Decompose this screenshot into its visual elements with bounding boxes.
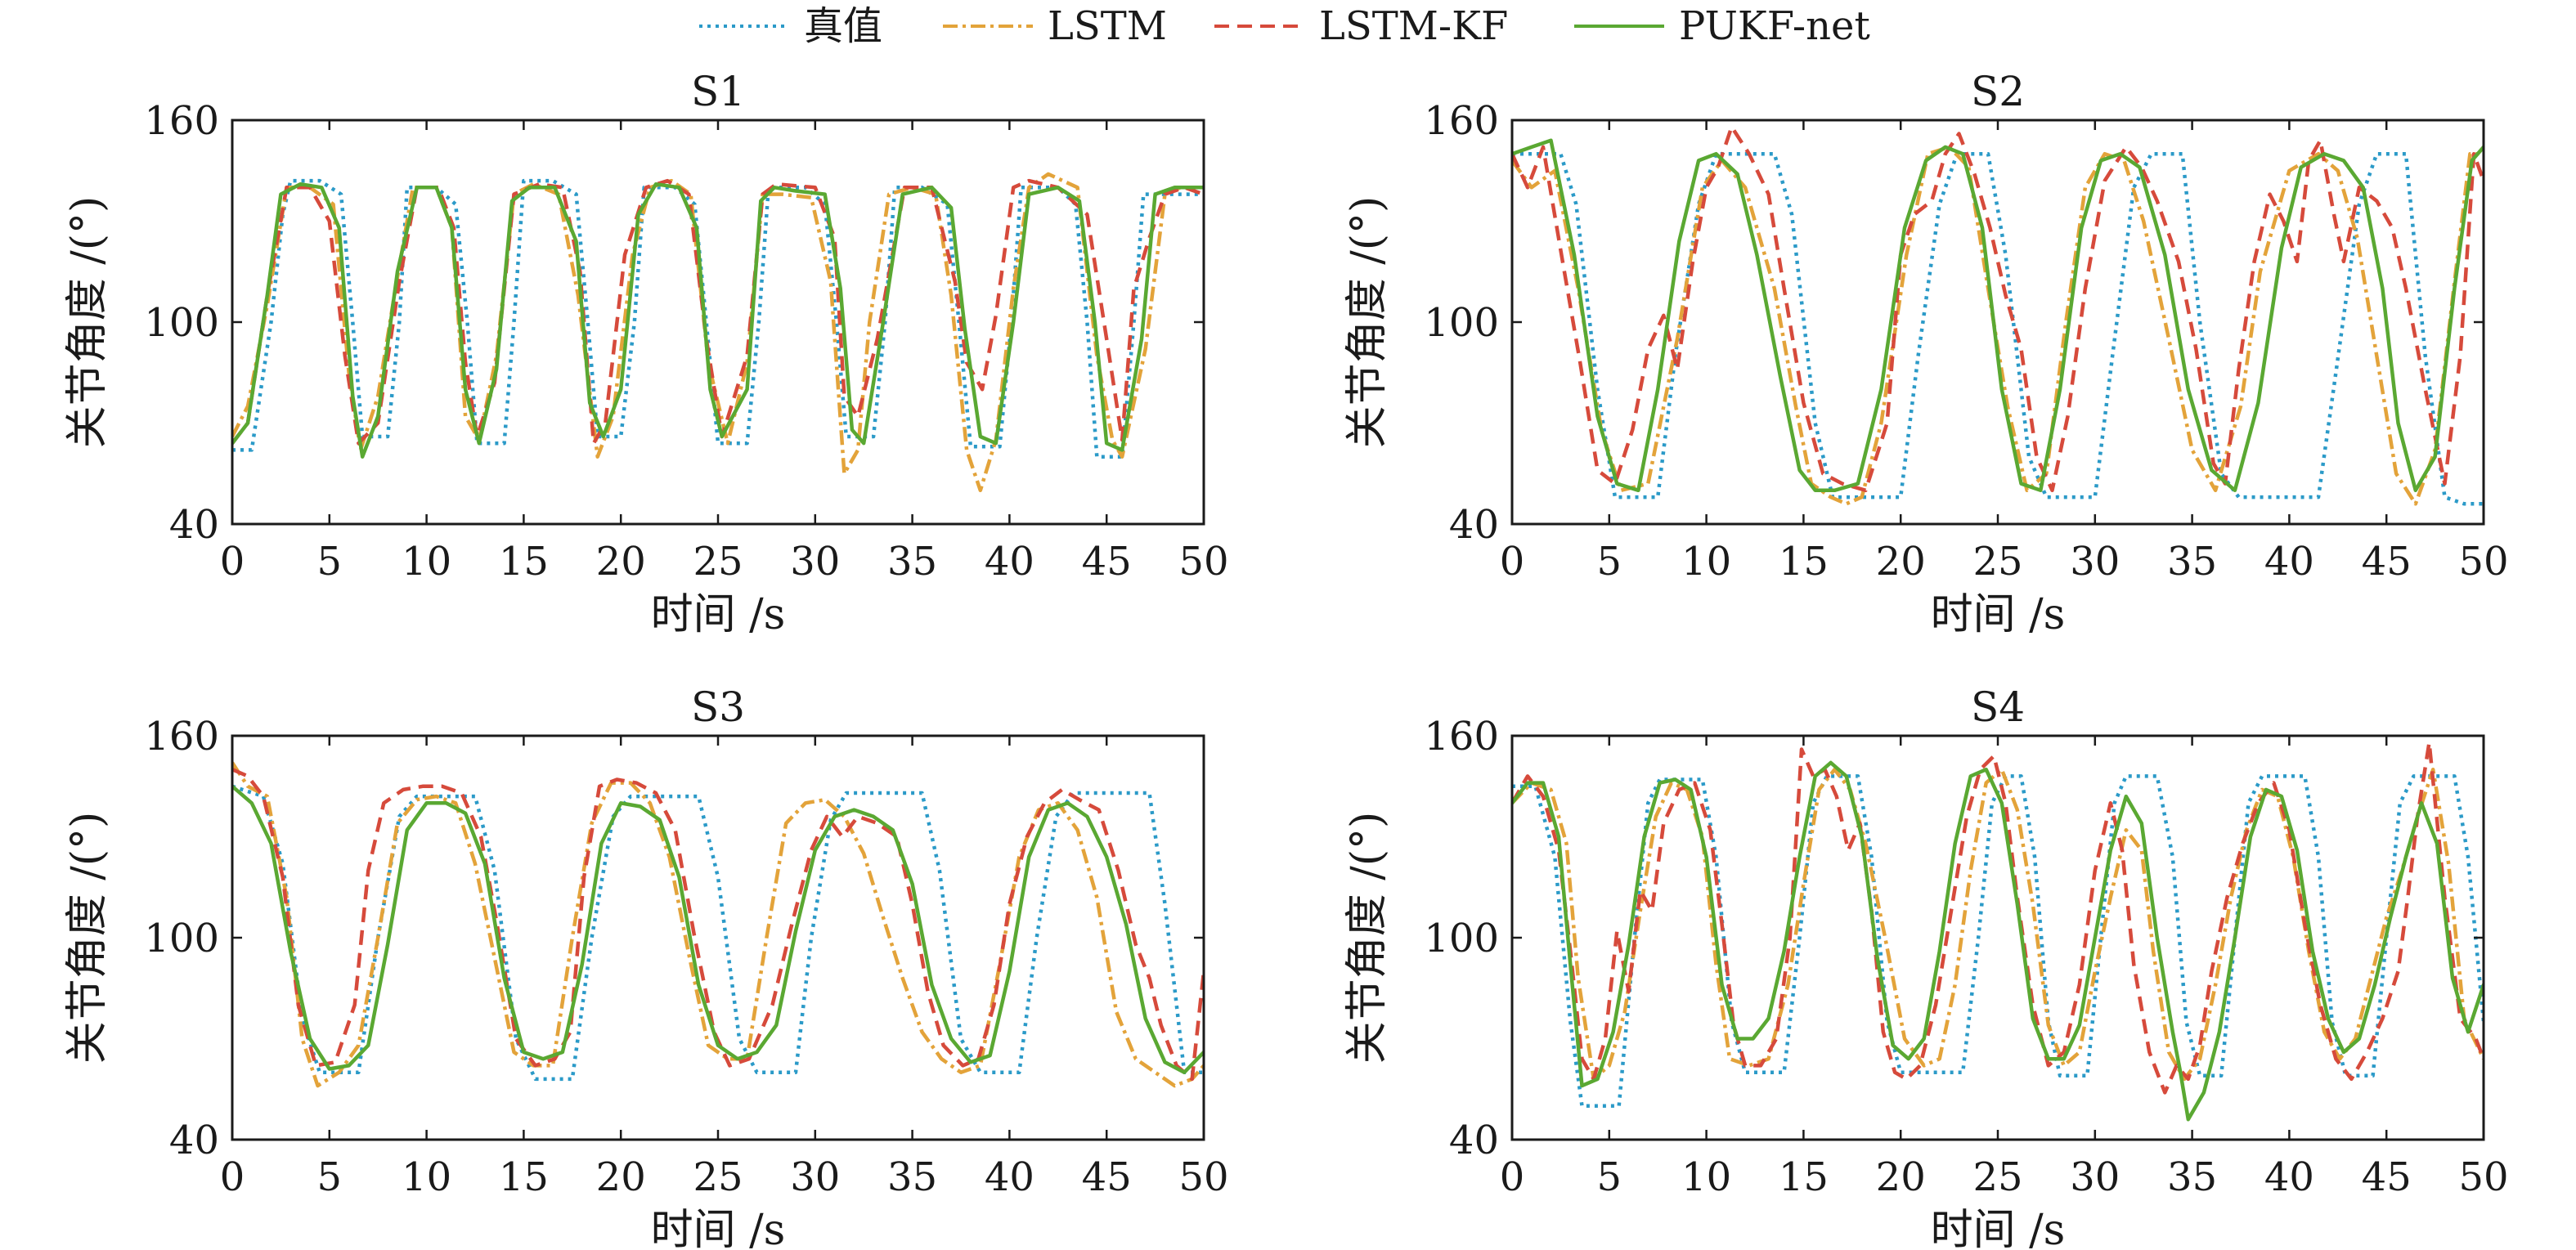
- x-tick-label: 0: [220, 539, 245, 585]
- y-tick-label: 160: [1424, 98, 1499, 144]
- x-tick-label: 15: [1779, 1154, 1829, 1200]
- y-tick-label: 160: [144, 98, 219, 144]
- x-tick-label: 35: [887, 1154, 937, 1200]
- x-tick-label: 35: [887, 539, 937, 585]
- x-tick-label: 10: [402, 539, 451, 585]
- x-tick-label: 10: [1681, 539, 1731, 585]
- x-tick-label: 40: [985, 1154, 1034, 1200]
- legend-label-0: 真值: [804, 3, 882, 49]
- y-axis-title: 关节角度 /(°): [63, 812, 112, 1064]
- x-tick-label: 5: [1597, 1154, 1622, 1200]
- plot-frame: [231, 119, 1205, 526]
- series-group: [232, 172, 1204, 493]
- series-line-真值: [232, 178, 1204, 459]
- x-tick-label: 30: [790, 1154, 840, 1200]
- legend-label-1: LSTM: [1048, 3, 1167, 49]
- series-line-LSTM: [1512, 145, 2484, 506]
- x-tick-label: 15: [499, 1154, 549, 1200]
- x-tick-label: 30: [790, 539, 840, 585]
- series-line-LSTM: [1512, 767, 2484, 1082]
- x-tick-label: 50: [1178, 539, 1228, 585]
- series-group: [1512, 124, 2484, 506]
- legend-label-3: PUKF-net: [1679, 3, 1870, 49]
- series-line-LSTM-KF: [232, 768, 1204, 1082]
- x-tick-label: 0: [220, 1154, 245, 1200]
- x-tick-label: 50: [2458, 539, 2508, 585]
- legend-label-2: LSTM-KF: [1319, 3, 1508, 49]
- x-tick-label: 10: [1681, 1154, 1731, 1200]
- y-tick-label: 100: [1424, 300, 1499, 346]
- x-tick-label: 15: [1779, 539, 1829, 585]
- y-tick-label: 160: [144, 714, 219, 759]
- plot-frame: [1510, 119, 2485, 526]
- series-line-LSTM-KF: [1512, 124, 2484, 493]
- series-group: [232, 761, 1204, 1088]
- x-tick-label: 25: [693, 1154, 743, 1200]
- y-tick-label: 160: [1424, 714, 1499, 759]
- x-tick-label: 45: [2362, 539, 2412, 585]
- series-line-LSTM: [232, 761, 1204, 1088]
- series-line-PUKF-net: [232, 181, 1204, 459]
- series-line-真值: [1512, 774, 2484, 1109]
- x-tick-label: 5: [317, 539, 343, 585]
- x-tick-label: 5: [317, 1154, 343, 1200]
- y-axis-title: 关节角度 /(°): [1343, 812, 1392, 1064]
- x-tick-label: 30: [2070, 539, 2120, 585]
- x-tick-label: 40: [2264, 539, 2314, 585]
- chart-title: S2: [1971, 68, 2025, 115]
- y-axis-title: 关节角度 /(°): [63, 196, 112, 449]
- y-tick-label: 100: [144, 916, 219, 961]
- x-tick-label: 40: [2264, 1154, 2314, 1200]
- x-tick-label: 0: [1500, 1154, 1525, 1200]
- x-axis-title: 时间 /s: [651, 1206, 786, 1250]
- chart-panel-1: S1 0 5 10 15 20 25 30 35 40 45 50 40 100 160 时间 /s 关节角度 …: [63, 68, 1229, 639]
- y-tick-label: 100: [144, 300, 219, 346]
- chart-title: S1: [691, 68, 745, 115]
- chart-title: S3: [691, 683, 745, 731]
- y-tick-label: 40: [169, 1118, 219, 1163]
- x-tick-label: 20: [596, 539, 646, 585]
- y-axis-title: 关节角度 /(°): [1343, 196, 1392, 449]
- chart-title: S4: [1971, 683, 2025, 731]
- series-line-LSTM-KF: [232, 178, 1204, 446]
- series-line-PUKF-net: [232, 784, 1204, 1074]
- chart-panel-2: S2 0 5 10 15 20 25 30 35 40 45 50 40 100 160 时间 /s 关节角度 …: [1343, 68, 2509, 639]
- x-tick-label: 5: [1597, 539, 1622, 585]
- x-tick-label: 35: [2167, 1154, 2217, 1200]
- x-tick-label: 35: [2167, 539, 2217, 585]
- x-tick-label: 20: [1876, 1154, 1926, 1200]
- x-tick-label: 20: [1876, 539, 1926, 585]
- x-tick-label: 15: [499, 539, 549, 585]
- x-tick-label: 10: [402, 1154, 451, 1200]
- x-tick-label: 50: [1178, 1154, 1228, 1200]
- x-tick-label: 25: [693, 539, 743, 585]
- x-tick-label: 25: [1972, 539, 2022, 585]
- x-tick-label: 20: [596, 1154, 646, 1200]
- x-tick-label: 50: [2458, 1154, 2508, 1200]
- x-tick-label: 0: [1500, 539, 1525, 585]
- x-axis-title: 时间 /s: [1931, 1206, 2066, 1250]
- series-line-PUKF-net: [1512, 760, 2484, 1122]
- series-line-PUKF-net: [1512, 138, 2484, 493]
- y-tick-label: 40: [169, 502, 219, 548]
- x-axis-title: 时间 /s: [1931, 590, 2066, 639]
- x-tick-label: 25: [1972, 1154, 2022, 1200]
- chart-panel-4: S4 0 5 10 15 20 25 30 35 40 45 50 40 100 160 时间 /s 关节角度 …: [1343, 683, 2509, 1250]
- x-tick-label: 45: [2362, 1154, 2412, 1200]
- chart-panel-3: S3 0 5 10 15 20 25 30 35 40 45 50 40 100 160 时间 /s 关节角度 …: [63, 683, 1229, 1250]
- x-tick-label: 45: [1082, 1154, 1132, 1200]
- legend: 真值 LSTM LSTM-KF PUKF-net: [699, 3, 1870, 49]
- y-tick-label: 40: [1449, 1118, 1499, 1163]
- y-tick-label: 40: [1449, 502, 1499, 548]
- series-line-真值: [1512, 151, 2484, 506]
- series-group: [1512, 740, 2484, 1122]
- x-tick-label: 40: [985, 539, 1034, 585]
- x-tick-label: 30: [2070, 1154, 2120, 1200]
- series-line-LSTM: [232, 172, 1204, 493]
- x-axis-title: 时间 /s: [651, 590, 786, 639]
- y-tick-label: 100: [1424, 916, 1499, 961]
- x-tick-label: 45: [1082, 539, 1132, 585]
